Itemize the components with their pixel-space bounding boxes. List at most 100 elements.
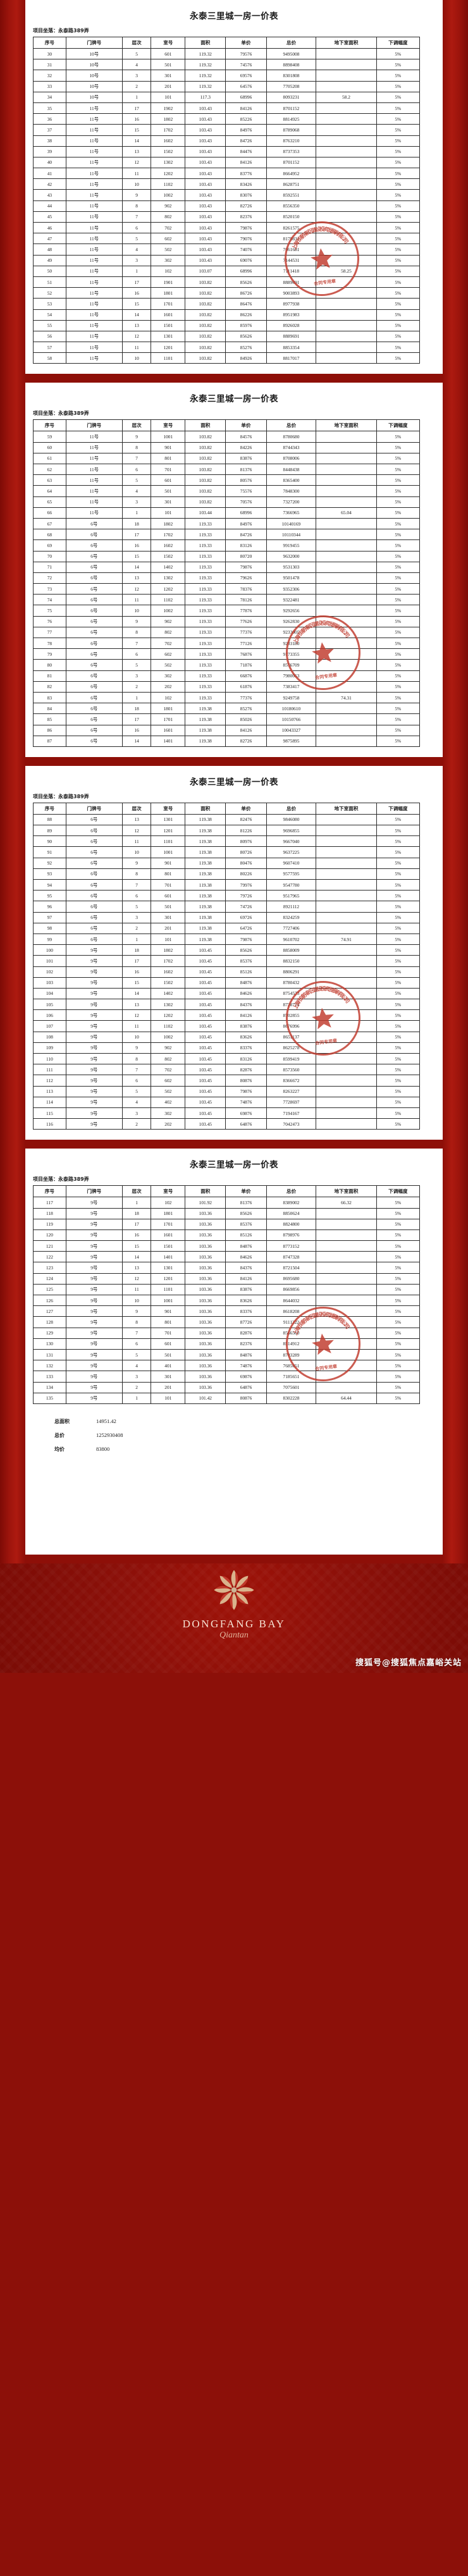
cell-单价: 68996 xyxy=(225,507,267,519)
cell-门牌号: 6号 xyxy=(65,637,123,650)
cell-地下室面积 xyxy=(316,1064,377,1076)
table-row: 129 9号 7 701 103.36 82876 8566560 5% xyxy=(33,1327,421,1339)
cell-层次: 18 xyxy=(121,944,152,956)
cell-室号: 502 xyxy=(151,243,186,256)
cell-门牌号: 6号 xyxy=(65,681,123,693)
table-row: 103 9号 15 1502 103.45 84876 8780432 5% xyxy=(33,977,421,989)
cell-地下室面积 xyxy=(316,145,377,157)
cell-序号: 134 xyxy=(33,1381,66,1393)
header-row: 序号 门牌号 层次 室号 面积 单价 总价 地下室面积 下调幅度 xyxy=(33,419,421,432)
cell-总价: 7980063 xyxy=(266,670,317,682)
cell-总价: 7728697 xyxy=(266,1096,317,1108)
cell-地下室面积 xyxy=(316,955,377,967)
cell-面积: 119.33 xyxy=(185,670,226,682)
cell-面积: 119.38 xyxy=(185,846,226,858)
cell-室号: 1101 xyxy=(151,1283,186,1296)
cell-序号: 79 xyxy=(33,648,66,660)
cell-地下室面积 xyxy=(316,1262,377,1274)
cell-序号: 40 xyxy=(33,156,66,169)
cell-面积: 103.82 xyxy=(185,463,226,476)
table-row: 51 11号 17 1901 103.82 85626 8889691 5% xyxy=(33,276,421,288)
cell-序号: 88 xyxy=(33,813,66,826)
cell-门牌号: 9号 xyxy=(65,1294,123,1307)
cell-门牌号: 6号 xyxy=(65,670,123,682)
cell-面积: 119.33 xyxy=(185,615,226,627)
table-row: 65 11号 3 301 103.82 70576 7327200 5% xyxy=(33,496,421,508)
cell-地下室面积 xyxy=(316,47,377,60)
cell-总价: 9495008 xyxy=(266,47,317,60)
column-header-5: 单价 xyxy=(225,1185,267,1198)
cell-总价: 8324259 xyxy=(266,911,317,923)
cell-单价: 80876 xyxy=(225,1392,267,1404)
cell-地下室面积 xyxy=(316,572,377,584)
column-header-7: 地下室面积 xyxy=(316,419,377,432)
cell-室号: 1802 xyxy=(151,517,186,530)
cell-单价: 83126 xyxy=(225,539,267,552)
cell-下调幅度: 5% xyxy=(376,156,421,169)
cell-面积: 103.45 xyxy=(185,966,226,978)
column-header-7: 地下室面积 xyxy=(316,37,377,49)
cell-层次: 17 xyxy=(121,529,152,541)
cell-总价: 7327200 xyxy=(266,496,317,508)
cell-面积: 103.82 xyxy=(185,441,226,453)
cell-序号: 104 xyxy=(33,987,66,1000)
cell-门牌号: 11号 xyxy=(65,178,123,190)
cell-面积: 103.43 xyxy=(185,233,226,245)
cell-面积: 103.36 xyxy=(185,1381,226,1393)
cell-下调幅度: 5% xyxy=(376,648,421,660)
table-row: 108 9号 10 1002 103.45 83626 8651137 5% xyxy=(33,1031,421,1043)
cell-总价: 8703289 xyxy=(266,1348,317,1361)
cell-单价: 61876 xyxy=(225,681,267,693)
table-row: 110 9号 8 802 103.45 83126 8599419 5% xyxy=(33,1052,421,1065)
column-header-3: 室号 xyxy=(151,419,186,432)
table-row: 124 9号 12 1201 103.36 84126 8695680 5% xyxy=(33,1273,421,1285)
cell-下调幅度: 5% xyxy=(376,1283,421,1296)
table-row: 115 9号 3 302 103.45 69876 7194167 5% xyxy=(33,1107,421,1119)
cell-门牌号: 9号 xyxy=(65,1240,123,1252)
cell-面积: 119.32 xyxy=(185,80,226,92)
cell-门牌号: 9号 xyxy=(65,1371,123,1383)
cell-下调幅度: 5% xyxy=(376,901,421,913)
cell-总价: 8093231 xyxy=(266,91,317,103)
cell-下调幅度: 5% xyxy=(376,1052,421,1065)
cell-面积: 103.82 xyxy=(185,319,226,331)
cell-层次: 6 xyxy=(121,648,152,660)
cell-下调幅度: 5% xyxy=(376,1294,421,1307)
cell-面积: 119.33 xyxy=(185,681,226,693)
cell-室号: 1601 xyxy=(151,1229,186,1242)
cell-下调幅度: 5% xyxy=(376,1197,421,1209)
cell-层次: 2 xyxy=(121,681,152,693)
cell-室号: 302 xyxy=(151,670,186,682)
table-row: 40 11号 12 1302 103.43 84126 8701152 5% xyxy=(33,156,421,169)
cell-序号: 64 xyxy=(33,485,66,497)
table-row: 107 9号 11 1102 103.45 83876 8676996 5% xyxy=(33,1020,421,1032)
cell-下调幅度: 5% xyxy=(376,91,421,103)
cell-层次: 3 xyxy=(121,911,152,923)
cell-总价: 8556350 xyxy=(266,200,317,212)
cell-总价: 7661681 xyxy=(266,243,317,256)
cell-总价: 9111222 xyxy=(266,1316,317,1328)
cell-总价: 8263227 xyxy=(266,1085,317,1097)
table-row: 93 6号 8 801 119.38 80226 9577595 5% xyxy=(33,868,421,880)
cell-单价: 84376 xyxy=(225,999,267,1011)
cell-总价: 10140169 xyxy=(266,517,317,530)
summary-label: 均价 xyxy=(54,1446,65,1452)
table-row: 74 6号 11 1102 119.33 78126 9322481 5% xyxy=(33,594,421,606)
table-row: 101 9号 17 1702 103.45 85376 8832150 5% xyxy=(33,955,421,967)
cell-层次: 6 xyxy=(121,890,152,902)
cell-单价: 85626 xyxy=(225,944,267,956)
cell-门牌号: 11号 xyxy=(65,463,123,476)
cell-层次: 16 xyxy=(121,1229,152,1242)
column-header-8: 下调幅度 xyxy=(376,802,421,815)
table-row: 39 11号 13 1502 103.43 84476 8737353 5% xyxy=(33,145,421,157)
table-row: 52 11号 16 1801 103.82 86726 9003893 5% xyxy=(33,287,421,299)
column-header-4: 面积 xyxy=(185,1185,226,1198)
cell-单价: 83876 xyxy=(225,452,267,465)
cell-层次: 10 xyxy=(121,178,152,190)
cell-地下室面积 xyxy=(316,102,377,114)
cell-总价: 8780432 xyxy=(266,977,317,989)
cell-地下室面积 xyxy=(316,276,377,288)
cell-总价: 8644032 xyxy=(266,1294,317,1307)
table-row: 127 9号 9 901 103.36 83376 8618208 5% xyxy=(33,1305,421,1317)
cell-门牌号: 9号 xyxy=(65,1009,123,1021)
